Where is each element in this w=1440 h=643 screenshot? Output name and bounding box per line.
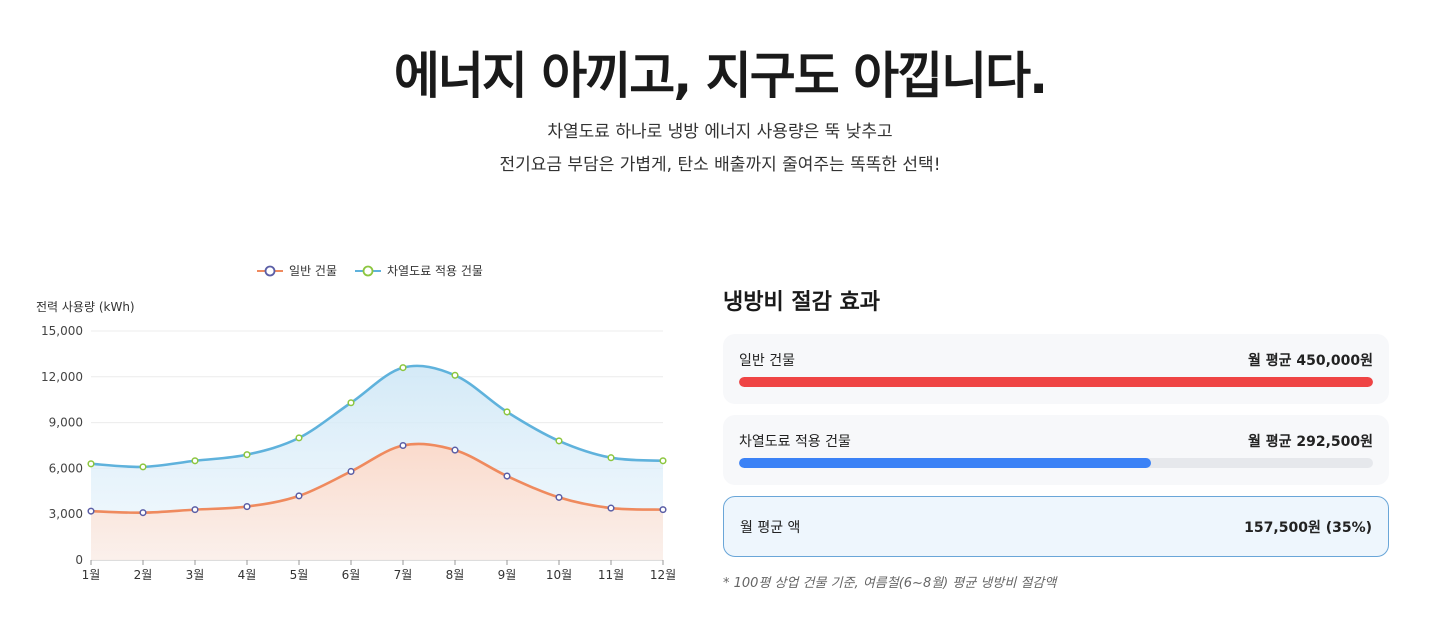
data-point-normal[interactable] [555,493,563,501]
coated-building-bar [739,458,1373,468]
x-tick-label: 12월 [650,568,676,582]
data-point-normal[interactable] [191,506,199,514]
data-point-coated[interactable] [295,434,303,442]
data-point-normal[interactable] [243,503,251,511]
data-point-normal[interactable] [503,472,511,480]
area-normal [91,443,663,560]
y-tick-label: 6,000 [49,461,83,475]
x-tick-label: 8월 [446,568,465,582]
legend-item-normal[interactable]: 일반 건물 [257,262,337,279]
coated-building-bar-fill [739,458,1152,468]
coated-building-label: 차열도료 적용 건물 [739,434,851,450]
data-point-coated[interactable] [399,364,407,372]
y-tick-label: 12,000 [41,370,83,384]
normal-building-label: 일반 건물 [739,353,795,369]
coated-building-amount: 월 평균 292,500원 [1247,434,1373,450]
x-tick-label: 4월 [238,568,257,582]
monthly-saving-label: 월 평균 액 [740,519,801,536]
y-tick-label: 0 [75,553,83,567]
legend-marker-normal [257,265,284,276]
chart-legend: 일반 건물 차열도료 적용 건물 [30,262,710,279]
data-point-normal[interactable] [399,441,407,450]
y-tick-label: 9,000 [49,416,83,430]
x-tick-label: 10월 [546,568,572,582]
y-axis-title: 전력 사용량 (kWh) [36,300,135,314]
footnote: * 100평 상업 건물 기준, 여름철(6~8월) 평균 냉방비 절감액 [723,576,1057,591]
hero-subtitle-line1: 차열도료 하나로 냉방 에너지 사용량은 뚝 낮추고 [547,122,893,142]
data-point-normal[interactable] [347,467,355,476]
coated-building-card: 차열도료 적용 건물 월 평균 292,500원 [723,415,1389,485]
data-point-normal[interactable] [451,446,459,454]
x-tick-label: 3월 [186,568,205,582]
x-tick-label: 7월 [394,568,413,582]
legend-label-coated: 차열도료 적용 건물 [387,264,483,278]
monthly-saving-box: 월 평균 액 157,500원 (35%) [723,496,1389,557]
data-point-coated[interactable] [607,454,615,462]
data-point-coated[interactable] [139,463,147,471]
savings-panel: 냉방비 절감 효과 일반 건물 월 평균 450,000원 차열도료 적용 건물… [723,282,1389,591]
x-tick-label: 6월 [342,568,361,582]
data-point-coated[interactable] [659,457,667,465]
data-point-coated[interactable] [191,457,199,465]
legend-marker-coated [355,265,382,276]
data-point-normal[interactable] [607,504,615,512]
legend-item-coated[interactable]: 차열도료 적용 건물 [355,262,483,279]
savings-title: 냉방비 절감 효과 [723,290,880,315]
data-point-coated[interactable] [451,371,459,379]
data-point-coated[interactable] [347,399,355,407]
x-tick-label: 1월 [82,568,101,582]
hero-subtitle-line2: 전기요금 부담은 가볍게, 탄소 배출까지 줄여주는 똑똑한 선택! [499,155,941,175]
data-point-coated[interactable] [243,451,251,459]
data-point-normal[interactable] [659,506,667,514]
y-tick-label: 15,000 [41,324,83,338]
y-tick-label: 3,000 [49,507,83,521]
series-line-normal [90,442,664,514]
data-point-normal[interactable] [87,507,95,515]
usage-chart: 일반 건물 차열도료 적용 건물 전력 사용량 (kWh) 0 3,000 6,00… [30,262,690,592]
normal-building-amount: 월 평균 450,000원 [1247,353,1373,369]
data-point-normal[interactable] [139,509,147,517]
x-tick-label: 5월 [290,568,309,582]
x-tick-label: 11월 [598,568,624,582]
data-point-normal[interactable] [295,492,303,500]
legend-label-normal: 일반 건물 [289,264,338,278]
chart-plot: 0 3,000 6,000 9,000 12,000 15,000 1월 2월 3월 4월 5월 6월… [41,324,676,582]
data-point-coated[interactable] [503,408,511,416]
data-point-coated[interactable] [555,437,563,445]
hero-subtitle: 차열도료 하나로 냉방 에너지 사용량은 뚝 낮추고 전기요금 부담은 가볍게,… [0,116,1440,182]
normal-building-card: 일반 건물 월 평균 450,000원 [723,334,1389,404]
x-tick-label: 9월 [498,568,517,582]
normal-building-bar [739,377,1373,387]
monthly-saving-amount: 157,500원 (35%) [1244,519,1372,536]
page-title: 에너지 아끼고, 지구도 아낍니다. [393,47,1048,105]
data-point-coated[interactable] [87,460,95,468]
normal-building-bar-fill [739,377,1373,387]
x-tick-label: 2월 [134,568,153,582]
